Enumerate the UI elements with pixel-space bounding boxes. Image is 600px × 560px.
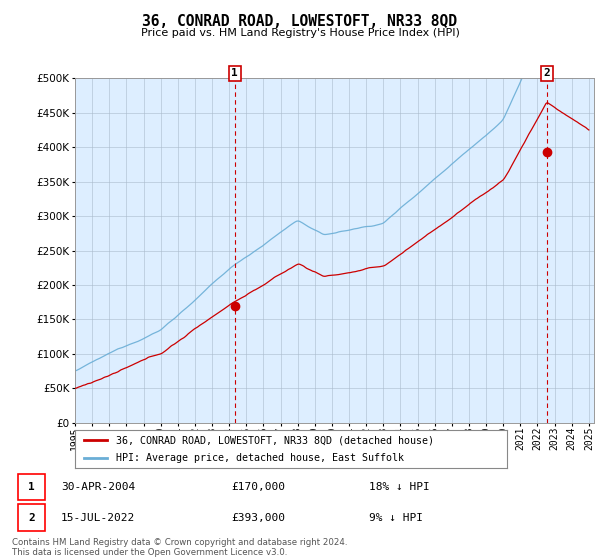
Text: 1: 1 <box>232 68 238 78</box>
Text: 18% ↓ HPI: 18% ↓ HPI <box>369 482 430 492</box>
Text: 2: 2 <box>544 68 550 78</box>
Text: Price paid vs. HM Land Registry's House Price Index (HPI): Price paid vs. HM Land Registry's House … <box>140 28 460 38</box>
Text: 36, CONRAD ROAD, LOWESTOFT, NR33 8QD: 36, CONRAD ROAD, LOWESTOFT, NR33 8QD <box>143 14 458 29</box>
Text: 2: 2 <box>28 513 35 522</box>
FancyBboxPatch shape <box>18 474 46 500</box>
FancyBboxPatch shape <box>18 505 46 531</box>
Text: £393,000: £393,000 <box>231 513 285 522</box>
Text: 1: 1 <box>28 482 35 492</box>
Text: 30-APR-2004: 30-APR-2004 <box>61 482 135 492</box>
Text: £170,000: £170,000 <box>231 482 285 492</box>
Text: Contains HM Land Registry data © Crown copyright and database right 2024.
This d: Contains HM Land Registry data © Crown c… <box>12 538 347 557</box>
Text: 15-JUL-2022: 15-JUL-2022 <box>61 513 135 522</box>
Text: HPI: Average price, detached house, East Suffolk: HPI: Average price, detached house, East… <box>116 453 404 463</box>
Text: 36, CONRAD ROAD, LOWESTOFT, NR33 8QD (detached house): 36, CONRAD ROAD, LOWESTOFT, NR33 8QD (de… <box>116 435 434 445</box>
Text: 9% ↓ HPI: 9% ↓ HPI <box>369 513 423 522</box>
